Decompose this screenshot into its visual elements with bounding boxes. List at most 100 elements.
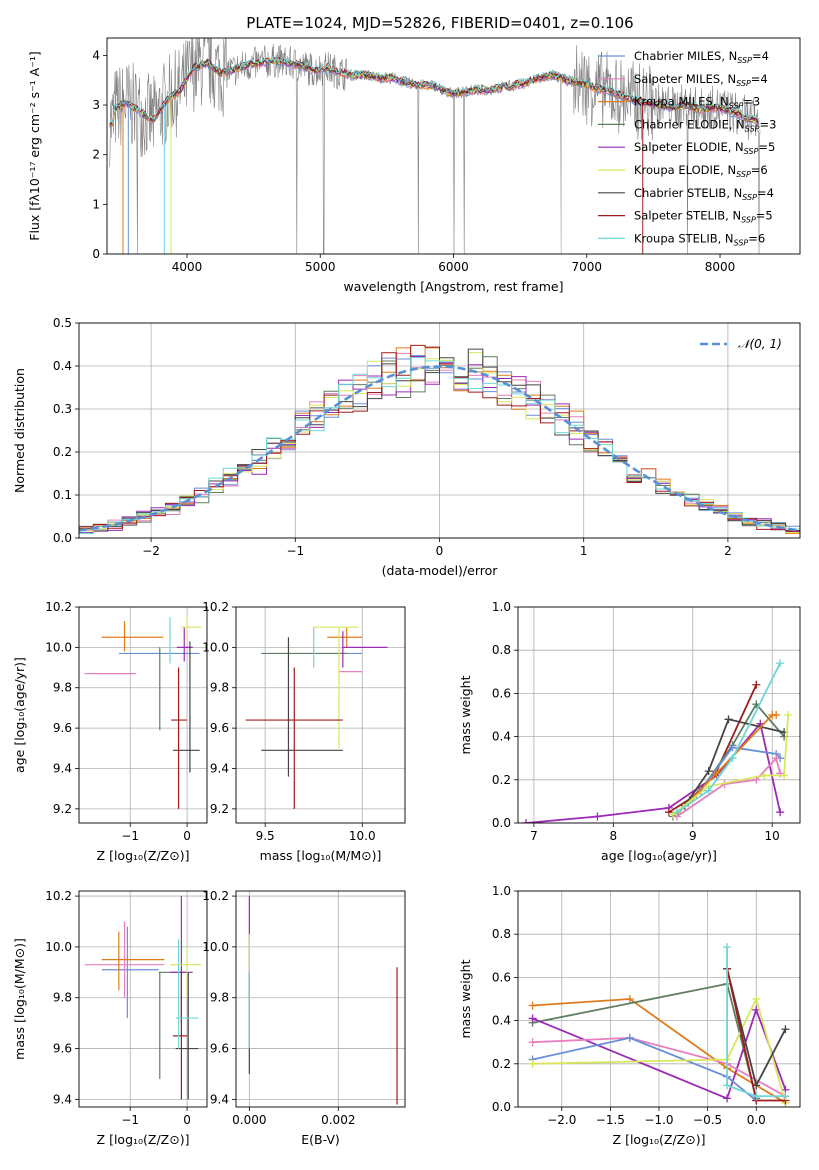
legend-value: =5 (756, 209, 773, 223)
panel-mass-vs-Z: −1 0 9.4 9.6 9.8 10.0 10.2 Z [log₁₀(Z/Z⊙)] mass … (12, 889, 208, 1147)
axes-frame (106, 37, 801, 255)
y-axis-label: Normed distribution (12, 368, 27, 493)
weight-line-kroupa-stelib (726, 947, 786, 1098)
weight-line-kroupa-stelib (676, 662, 781, 813)
legend-label-salpeter-stelib: Salpeter STELIB, NSSP=5 (634, 209, 773, 225)
y-tick-label: 9.6 (53, 1042, 72, 1056)
legend-value: =3 (760, 117, 777, 131)
y-axis-label: Flux [fλ10⁻¹⁷ erg cm⁻² s⁻¹ A⁻¹] (27, 51, 42, 240)
y-tick-label: 3 (92, 98, 100, 112)
legend-subscript: SSP (736, 79, 751, 88)
legend-value: =4 (751, 72, 768, 86)
x-tick-label: 7000 (571, 260, 602, 274)
axes: 4000 5000 6000 7000 8000 0 1 2 3 4 wavelength [Ang… (27, 37, 801, 294)
y-tick-label: 10.0 (202, 940, 229, 954)
y-tick-label: 10.2 (202, 600, 229, 614)
plot-area (109, 38, 761, 254)
y-tick-label: 0.0 (53, 531, 72, 545)
weight-marker-kroupa-elodie (784, 711, 793, 719)
y-tick-label: 0.3 (53, 402, 72, 416)
x-axis-label: (data-model)/error (382, 563, 499, 578)
panel-residuals: −2 −1 0 1 2 0.0 0.1 0.2 0.3 0.4 0.5 (data-model)/er… (12, 316, 801, 578)
y-tick-label: 0.2 (492, 1057, 511, 1071)
axes-frame (78, 322, 801, 539)
y-tick-label: 0 (92, 247, 100, 261)
legend-subscript: SSP (729, 102, 744, 111)
x-tick-label: 8 (610, 829, 618, 843)
panel-age-vs-Z: −1 0 9.2 9.4 9.6 9.8 10.0 10.2 Z [log₁₀(Z/Z⊙)] ag… (12, 600, 208, 863)
legend-subscript: SSP (742, 193, 757, 202)
errorbar-chabrier-elodie (158, 971, 188, 1080)
model-line-salpeter-stelib (109, 56, 760, 125)
legend-value: =3 (743, 95, 760, 109)
panel-weight-vs-Z: −2.0 −1.5 −1.0 −0.5 0.0 0.0 0.2 0.4 0.6 0.8 1.0 Z [… (458, 884, 801, 1147)
x-tick-label: 6000 (438, 260, 469, 274)
legend-text: Salpeter STELIB, N (634, 209, 741, 223)
x-axis-label: age [log₁₀(age/yr)] (601, 848, 717, 863)
x-tick-label: 7 (530, 829, 538, 843)
legend-subscript: SSP (744, 147, 759, 156)
weight-marker-kroupa-stelib (723, 943, 732, 952)
y-tick-label: 4 (92, 48, 100, 62)
legend-subscript: SSP (745, 124, 760, 133)
weight-line-chabrier-miles (532, 1036, 757, 1102)
legend-text: Chabrier STELIB, N (634, 186, 742, 200)
weight-marker-salpeter-miles (772, 754, 781, 763)
grid (79, 606, 207, 823)
weight-marker-chabrier-miles (625, 1033, 634, 1042)
y-tick-label: 0.0 (492, 1100, 511, 1114)
legend-label-chabrier-miles: Chabrier MILES, NSSP=4 (634, 49, 769, 65)
x-tick-label: −1.5 (596, 1113, 625, 1127)
axes: −1 0 9.2 9.4 9.6 9.8 10.0 10.2 Z [log₁₀(Z/Z⊙)] ag… (12, 600, 208, 863)
y-tick-label: 9.4 (210, 1092, 229, 1106)
legend-label-normal: 𝒩(0, 1) (738, 337, 782, 351)
legend-subscript: SSP (737, 56, 752, 65)
y-tick-label: 9.6 (210, 721, 229, 735)
legend-label-salpeter-miles: Salpeter MILES, NSSP=4 (634, 72, 768, 88)
weight-marker-kroupa-stelib (672, 808, 681, 817)
y-tick-label: 0.1 (53, 488, 72, 502)
errorbar-chabrier-miles (101, 926, 159, 1019)
y-tick-label: 9.6 (53, 721, 72, 735)
x-axis-label: mass [log₁₀(M/M⊙)] (260, 848, 382, 863)
panel-spectrum: 4000 5000 6000 7000 8000 0 1 2 3 4 wavelength [Ang… (27, 37, 801, 294)
y-axis-label: mass weight (458, 959, 473, 1038)
axes-frame (235, 606, 406, 824)
y-tick-label: 10.0 (45, 940, 72, 954)
y-tick-label: 0.4 (53, 359, 72, 373)
weight-marker-salpeter-miles (528, 1038, 537, 1047)
legend-subscript: SSP (741, 216, 756, 225)
legend-subscript: SSP (734, 238, 749, 247)
plot-area (84, 617, 202, 809)
axes: 0.000 0.002 9.4 9.6 9.8 10.0 10.2 E(B-V) (202, 889, 406, 1147)
legend-label-kroupa-stelib: Kroupa STELIB, NSSP=6 (634, 231, 765, 247)
legend-label-chabrier-stelib: Chabrier STELIB, NSSP=4 (634, 186, 774, 202)
y-tick-label: 9.8 (210, 681, 229, 695)
x-tick-label: 2 (724, 544, 732, 558)
plot-area (245, 626, 388, 809)
weight-marker-kroupa-miles (625, 995, 634, 1003)
legend-label-kroupa-elodie: Kroupa ELODIE, NSSP=6 (634, 163, 768, 179)
weight-marker-kroupa-miles (772, 711, 781, 719)
errorbar-kroupa-elodie (313, 626, 359, 749)
grid (236, 606, 405, 823)
y-axis-label: mass weight (458, 675, 473, 754)
weight-marker-salpeter-elodie (528, 1014, 537, 1023)
axes-frame (517, 890, 801, 1108)
grid (236, 891, 405, 1107)
x-tick-label: −1 (286, 544, 304, 558)
errorbar-kroupa-stelib (175, 939, 199, 1049)
y-tick-label: 10.0 (45, 640, 72, 654)
x-tick-label: 0.0 (747, 1113, 766, 1127)
axes-frame (78, 606, 208, 824)
y-tick-label: 9.8 (53, 681, 72, 695)
y-tick-label: 9.8 (210, 991, 229, 1005)
panel-weight-vs-age: 7 8 9 10 0.0 0.2 0.4 0.6 0.8 1.0 age [log₁₀(age/yr… (458, 600, 801, 863)
y-axis-label: age [log₁₀(age/yr)] (12, 657, 27, 773)
y-tick-label: 1.0 (492, 884, 511, 898)
weight-line-chabrier-stelib (684, 718, 785, 807)
x-tick-label: 8000 (705, 260, 736, 274)
legend-text: Salpeter MILES, N (634, 72, 736, 86)
y-axis-label: mass [log₁₀(M/M⊙)] (12, 938, 27, 1060)
plot-area (84, 896, 202, 1100)
